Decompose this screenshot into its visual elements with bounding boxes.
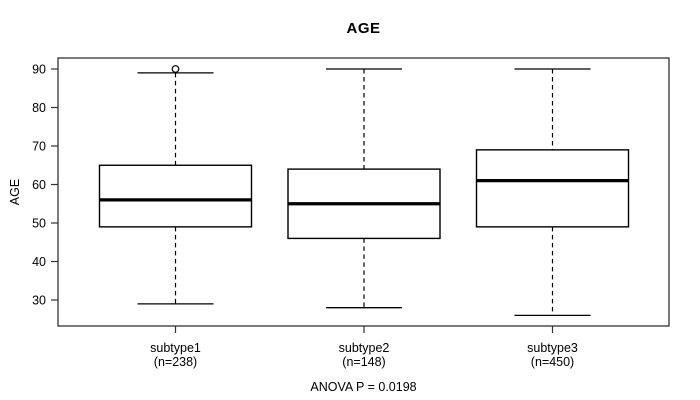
y-tick-label: 40 <box>32 255 46 269</box>
x-category-label: subtype1 <box>150 341 201 355</box>
y-tick-label: 60 <box>32 178 46 192</box>
x-category-label: subtype3 <box>527 341 578 355</box>
chart-title: AGE <box>346 20 381 37</box>
iqr-box <box>98 164 253 228</box>
y-tick-label: 30 <box>32 293 46 307</box>
iqr-box <box>475 149 630 228</box>
x-category-sublabel: (n=148) <box>342 355 385 369</box>
y-tick-label: 80 <box>32 101 46 115</box>
y-axis-label: AGE <box>8 178 22 206</box>
y-tick-label: 70 <box>32 139 46 153</box>
y-tick-label: 90 <box>32 62 46 76</box>
x-category-sublabel: (n=238) <box>154 355 197 369</box>
x-category-label: subtype2 <box>339 341 390 355</box>
outlier-point <box>171 65 180 73</box>
anova-caption: ANOVA P = 0.0198 <box>310 380 417 394</box>
x-category-sublabel: (n=450) <box>531 355 574 369</box>
y-tick-label: 50 <box>32 216 46 230</box>
